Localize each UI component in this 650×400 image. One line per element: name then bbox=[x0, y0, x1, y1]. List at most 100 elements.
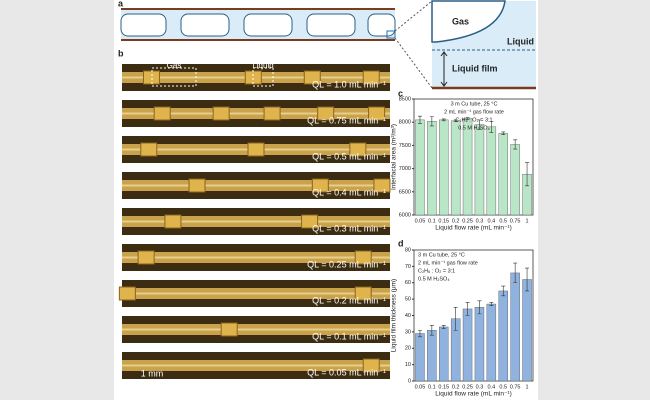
inset-label: Liquid bbox=[507, 36, 534, 46]
gas-bubble bbox=[120, 13, 167, 37]
y-tick-label: 7000 bbox=[399, 166, 411, 172]
x-tick-label: 0.2 bbox=[452, 384, 460, 390]
liquid-slug bbox=[354, 250, 372, 265]
y-tick-label: 70 bbox=[405, 264, 411, 270]
y-tick-label: 0 bbox=[408, 378, 411, 384]
liquid-slug bbox=[118, 286, 136, 301]
error-bar bbox=[477, 119, 482, 130]
x-tick-label: 0.5 bbox=[499, 384, 507, 390]
liquid-slug bbox=[362, 358, 380, 373]
flow-label: QL = 0.1 mL min⁻¹ bbox=[312, 331, 386, 341]
y-axis-label: Liquid film thickness (μm) bbox=[391, 279, 398, 352]
bar bbox=[462, 118, 473, 216]
x-tick-label: 0.3 bbox=[476, 218, 484, 224]
inset-label: Gas bbox=[452, 16, 469, 26]
x-tick-label: 0.4 bbox=[488, 218, 496, 224]
annotation: 0.5 M H₂SO₄ bbox=[418, 276, 450, 282]
x-axis-label: Liquid flow rate (mL min⁻¹) bbox=[435, 391, 512, 398]
gas-bubble bbox=[243, 13, 293, 37]
y-tick-label: 6500 bbox=[399, 189, 411, 195]
scale-bar-label: 1 mm bbox=[141, 368, 164, 378]
flow-label: QL = 1.0 mL min⁻¹ bbox=[312, 79, 386, 89]
error-bar bbox=[513, 139, 518, 150]
flow-label: QL = 0.25 mL min⁻¹ bbox=[307, 259, 386, 269]
x-tick-label: 0.15 bbox=[438, 218, 449, 224]
x-tick-label: 0.05 bbox=[415, 384, 426, 390]
error-bar bbox=[453, 119, 458, 123]
x-tick-label: 0.3 bbox=[476, 384, 484, 390]
liquid-slug bbox=[362, 70, 380, 85]
y-tick-label: 30 bbox=[405, 329, 411, 335]
x-tick-label: 0.1 bbox=[428, 384, 436, 390]
annotation: 2 mL min⁻¹ gas flow rate bbox=[444, 109, 504, 115]
flow-label: QL = 0.75 mL min⁻¹ bbox=[307, 115, 386, 125]
error-bar bbox=[465, 117, 470, 120]
liquid-slug bbox=[164, 214, 182, 229]
y-tick-label: 50 bbox=[405, 297, 411, 303]
x-tick-label: 0.2 bbox=[452, 218, 460, 224]
y-tick-label: 60 bbox=[405, 280, 411, 286]
error-bar bbox=[417, 329, 422, 338]
liquid-slug bbox=[263, 106, 281, 121]
error-bar bbox=[429, 325, 434, 336]
x-tick-label: 0.25 bbox=[462, 218, 473, 224]
arrow-heads bbox=[440, 51, 448, 87]
gas-bubble bbox=[367, 13, 396, 37]
x-tick-label: 0.5 bbox=[499, 218, 507, 224]
x-tick-label: 0.15 bbox=[438, 384, 449, 390]
liquid-slug bbox=[247, 142, 265, 157]
error-bar bbox=[417, 115, 422, 124]
bar bbox=[510, 144, 520, 216]
panel-label: d bbox=[398, 238, 404, 248]
flow-label: QL = 0.5 mL min⁻¹ bbox=[312, 151, 386, 161]
y-axis-label: Interfacial area (m²/m³) bbox=[391, 124, 398, 190]
inset-label: Liquid film bbox=[452, 63, 498, 73]
x-tick-label: 0.4 bbox=[488, 384, 496, 390]
bar bbox=[486, 303, 497, 382]
bar bbox=[415, 333, 425, 382]
gas-box bbox=[151, 67, 197, 87]
liquid-slug bbox=[368, 106, 386, 121]
liquid-label: Liquid bbox=[252, 61, 273, 70]
liquid-slug bbox=[317, 106, 335, 121]
x-tick-label: 0.75 bbox=[510, 384, 521, 390]
gas-label: Gas bbox=[167, 61, 182, 70]
bar bbox=[415, 119, 425, 216]
liquid-slug bbox=[303, 70, 321, 85]
bar bbox=[462, 308, 473, 382]
x-tick-label: 0.05 bbox=[415, 218, 426, 224]
panel-label: c bbox=[398, 88, 403, 98]
error-bar bbox=[501, 285, 506, 297]
bar bbox=[439, 119, 449, 216]
y-tick-label: 7500 bbox=[399, 143, 411, 149]
annotation: 3 m Cu tube, 25 °C bbox=[418, 252, 465, 258]
gas-bubble bbox=[180, 13, 230, 37]
liquid-slug bbox=[220, 322, 238, 337]
x-axis-label: Liquid flow rate (mL min⁻¹) bbox=[435, 225, 512, 232]
error-bar bbox=[513, 262, 518, 284]
bar bbox=[510, 272, 520, 382]
bar bbox=[474, 124, 485, 216]
liquid-box bbox=[252, 67, 274, 87]
annotation: C₂H₆ : O₂ = 3:1 bbox=[418, 268, 455, 274]
panel-label: a bbox=[118, 0, 124, 8]
y-tick-label: 6000 bbox=[399, 212, 411, 218]
zoom-box bbox=[386, 30, 396, 39]
liquid-slug bbox=[188, 178, 206, 193]
bar bbox=[427, 330, 437, 382]
bar bbox=[427, 121, 437, 216]
error-bar bbox=[441, 325, 446, 329]
bar bbox=[498, 133, 508, 216]
flow-label: QL = 0.05 mL min⁻¹ bbox=[307, 367, 386, 377]
bar bbox=[450, 120, 461, 216]
plot-frame bbox=[413, 98, 534, 216]
flow-label: QL = 0.3 mL min⁻¹ bbox=[312, 223, 386, 233]
liquid-slug bbox=[137, 250, 155, 265]
y-tick-label: 20 bbox=[405, 346, 411, 352]
panel-b: QL = 1.0 mL min⁻¹ QL = 0.75 mL min⁻¹ QL = … bbox=[118, 61, 391, 383]
x-tick-label: 1 bbox=[526, 218, 529, 224]
liquid-slug bbox=[301, 214, 319, 229]
liquid-slug bbox=[142, 70, 160, 85]
